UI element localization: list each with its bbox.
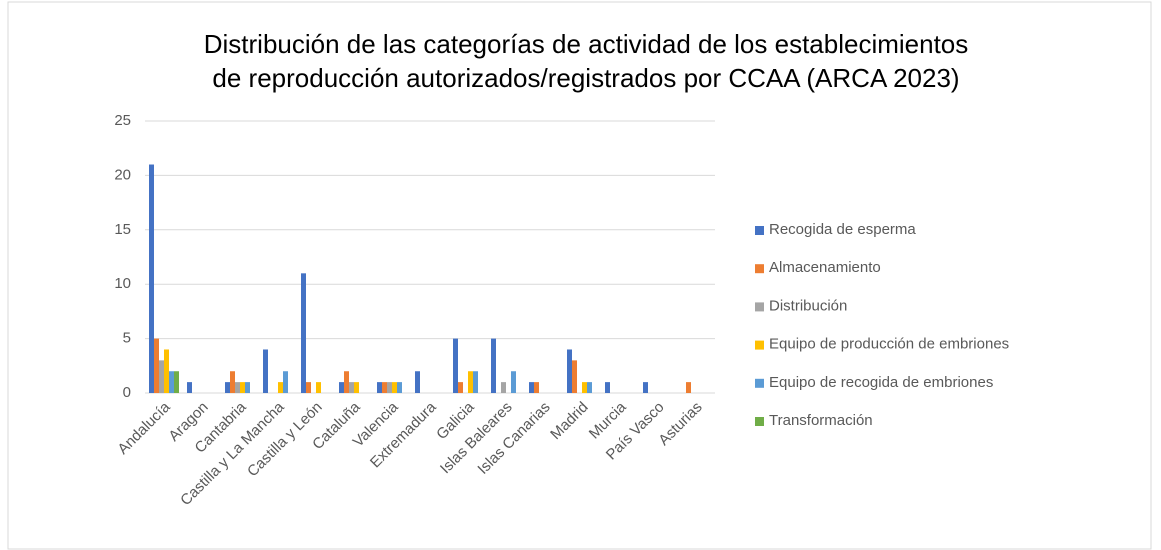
legend-label: Almacenamiento	[769, 259, 881, 276]
legend-label: Equipo de recogida de embriones	[769, 374, 993, 391]
bar	[529, 382, 534, 393]
bar	[240, 382, 245, 393]
bar	[349, 382, 354, 393]
legend-swatch	[755, 417, 764, 426]
legend-swatch	[755, 302, 764, 312]
bar	[154, 338, 159, 393]
bar	[230, 371, 235, 393]
bar	[392, 382, 397, 393]
legend-swatch	[755, 226, 764, 235]
y-tick-label: 0	[123, 384, 131, 401]
legend-swatch	[755, 340, 764, 350]
bar	[225, 382, 230, 393]
bar	[567, 349, 572, 393]
bar	[534, 382, 539, 393]
bar	[587, 382, 592, 393]
bar	[245, 382, 250, 393]
legend-label: Recogida de esperma	[769, 221, 916, 238]
bar	[511, 371, 516, 393]
bar	[174, 371, 179, 393]
bar	[339, 382, 344, 393]
bar	[453, 338, 458, 393]
bar	[397, 382, 402, 393]
bar	[686, 382, 691, 393]
chart-title: Distribución de las categorías de activi…	[204, 29, 969, 59]
bar	[316, 382, 321, 393]
bar	[501, 382, 506, 393]
bar	[605, 382, 610, 393]
bar	[301, 273, 306, 393]
y-tick-label: 5	[123, 330, 131, 347]
legend-swatch	[755, 264, 764, 274]
bar	[491, 338, 496, 393]
bar	[415, 371, 420, 393]
bar	[387, 382, 392, 393]
bar	[187, 382, 192, 393]
legend-label: Distribución	[769, 297, 847, 314]
bar	[582, 382, 587, 393]
bar	[235, 382, 240, 393]
bar	[159, 360, 164, 393]
y-tick-label: 20	[114, 166, 131, 183]
bar	[572, 360, 577, 393]
y-tick-label: 10	[114, 275, 131, 292]
bar	[149, 164, 154, 393]
bar	[468, 371, 473, 393]
bar	[473, 371, 478, 393]
bar	[306, 382, 311, 393]
legend-label: Transformación	[769, 412, 873, 429]
y-tick-label: 15	[114, 221, 131, 238]
bar	[169, 371, 174, 393]
legend-swatch	[755, 378, 764, 388]
bar	[377, 382, 382, 393]
chart-frame	[7, 1, 1152, 550]
bar	[164, 349, 169, 393]
bar	[344, 371, 349, 393]
bar	[458, 382, 463, 393]
bar	[643, 382, 648, 393]
bar	[354, 382, 359, 393]
legend-label: Equipo de producción de embriones	[769, 336, 1009, 353]
bar	[283, 371, 288, 393]
y-tick-label: 25	[114, 112, 131, 129]
chart-title: de reproducción autorizados/registrados …	[212, 63, 959, 93]
bar	[278, 382, 283, 393]
bar	[382, 382, 387, 393]
bar	[263, 349, 268, 393]
